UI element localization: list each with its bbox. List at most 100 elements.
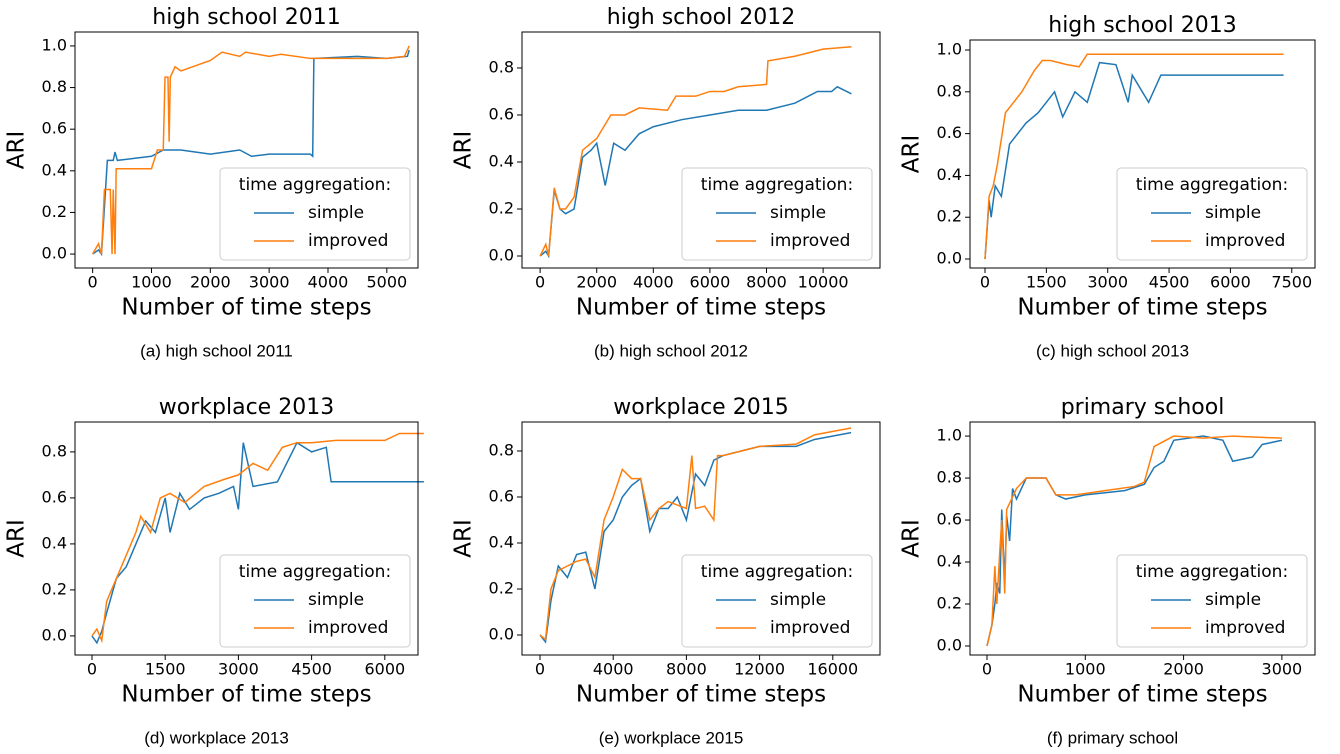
y-tick-label: 0.4 bbox=[42, 533, 67, 552]
y-tick-label: 0.6 bbox=[937, 123, 962, 142]
x-axis-label: Number of time steps bbox=[576, 295, 826, 321]
legend-box bbox=[219, 554, 411, 648]
x-tick-label: 5000 bbox=[366, 273, 407, 292]
y-axis-label: ARI bbox=[4, 131, 30, 170]
y-tick-label: 1.0 bbox=[42, 35, 67, 54]
line-series bbox=[92, 49, 410, 257]
y-tick-label: 0.4 bbox=[42, 160, 67, 179]
y-tick-label: 0.6 bbox=[42, 119, 67, 138]
y-tick-label: 0.8 bbox=[937, 468, 962, 487]
line-series bbox=[539, 46, 852, 257]
y-tick-label: 1.0 bbox=[937, 426, 962, 445]
x-tick-label: 0 bbox=[535, 660, 545, 679]
y-tick-label: 0.2 bbox=[937, 207, 962, 226]
legend-title: time aggregation: bbox=[1136, 175, 1288, 195]
x-tick-label: 3000 bbox=[249, 273, 290, 292]
legend-label: improved bbox=[308, 618, 388, 638]
chart-title: primary school bbox=[1061, 395, 1225, 420]
legend-title: time aggregation: bbox=[239, 562, 391, 582]
chart-title: high school 2012 bbox=[607, 5, 795, 30]
y-tick-label: 0.0 bbox=[489, 624, 514, 643]
y-tick-label: 0.6 bbox=[937, 510, 962, 529]
x-tick-label: 1000 bbox=[1065, 660, 1106, 679]
legend-label: simple bbox=[770, 590, 826, 610]
x-tick-label: 0 bbox=[982, 660, 992, 679]
y-axis-label: ARI bbox=[4, 519, 30, 558]
x-tick-label: 4000 bbox=[593, 660, 634, 679]
chart-title: workplace 2013 bbox=[159, 395, 334, 420]
x-tick-label: 1500 bbox=[145, 660, 186, 679]
y-tick-label: 0.0 bbox=[42, 625, 67, 644]
plot-frame bbox=[74, 31, 419, 269]
y-tick-label: 0.2 bbox=[42, 202, 67, 221]
line-series bbox=[539, 427, 852, 642]
caption: (a) high school 2011 bbox=[140, 341, 293, 360]
x-tick-label: 6000 bbox=[1210, 273, 1251, 292]
y-tick-label: 0.2 bbox=[42, 579, 67, 598]
x-tick-label: 3000 bbox=[1262, 660, 1303, 679]
x-tick-label: 16000 bbox=[807, 660, 858, 679]
legend-title: time aggregation: bbox=[701, 175, 853, 195]
legend-label: simple bbox=[308, 590, 364, 610]
x-axis-label: Number of time steps bbox=[1017, 682, 1267, 708]
x-tick-label: 4000 bbox=[308, 273, 349, 292]
x-tick-label: 3000 bbox=[1087, 273, 1128, 292]
x-axis-label: Number of time steps bbox=[576, 682, 826, 708]
y-tick-label: 0.8 bbox=[489, 57, 514, 76]
y-tick-label: 0.8 bbox=[42, 77, 67, 96]
y-tick-label: 0.2 bbox=[937, 593, 962, 612]
y-tick-label: 1.0 bbox=[937, 40, 962, 59]
x-tick-label: 8000 bbox=[746, 273, 787, 292]
x-tick-label: 0 bbox=[87, 660, 97, 679]
y-tick-label: 0.0 bbox=[489, 246, 514, 265]
legend-label: improved bbox=[770, 231, 850, 251]
chart-title: high school 2011 bbox=[152, 5, 340, 30]
x-axis-label: Number of time steps bbox=[121, 295, 371, 321]
x-tick-label: 0 bbox=[980, 273, 990, 292]
legend-label: simple bbox=[1205, 590, 1261, 610]
legend-label: simple bbox=[770, 203, 826, 223]
caption: (f) primary school bbox=[1047, 728, 1178, 747]
x-tick-label: 4500 bbox=[1149, 273, 1190, 292]
x-tick-label: 3000 bbox=[218, 660, 259, 679]
x-tick-label: 0 bbox=[535, 273, 545, 292]
x-tick-label: 7500 bbox=[1271, 273, 1312, 292]
x-tick-label: 2000 bbox=[190, 273, 231, 292]
y-tick-label: 0.6 bbox=[42, 487, 67, 506]
line-series bbox=[91, 432, 424, 644]
x-axis-label: Number of time steps bbox=[1017, 295, 1267, 321]
legend-box bbox=[681, 554, 873, 648]
x-tick-label: 2000 bbox=[1163, 660, 1204, 679]
y-tick-label: 0.4 bbox=[489, 532, 514, 551]
legend-label: improved bbox=[1205, 618, 1285, 638]
y-tick-label: 0.8 bbox=[42, 441, 67, 460]
y-tick-label: 0.4 bbox=[489, 151, 514, 170]
plot-frame bbox=[969, 421, 1316, 656]
y-tick-label: 0.0 bbox=[937, 249, 962, 268]
y-tick-label: 0.8 bbox=[937, 81, 962, 100]
legend-label: improved bbox=[770, 618, 850, 638]
legend-title: time aggregation: bbox=[1136, 562, 1288, 582]
legend-box bbox=[681, 167, 873, 261]
x-tick-label: 8000 bbox=[666, 660, 707, 679]
x-tick-label: 10000 bbox=[798, 273, 849, 292]
y-tick-label: 0.0 bbox=[937, 635, 962, 654]
legend-box bbox=[1116, 554, 1308, 648]
y-tick-label: 0.6 bbox=[489, 104, 514, 123]
line-series bbox=[91, 45, 410, 255]
y-tick-label: 0.6 bbox=[489, 486, 514, 505]
line-series bbox=[986, 435, 1282, 647]
plot-frame bbox=[521, 31, 881, 269]
y-tick-label: 0.2 bbox=[489, 578, 514, 597]
plot-frame bbox=[969, 39, 1316, 269]
plot-frame bbox=[74, 421, 419, 656]
x-tick-label: 6000 bbox=[690, 273, 731, 292]
x-axis-label: Number of time steps bbox=[121, 682, 371, 708]
legend-label: simple bbox=[308, 203, 364, 223]
y-tick-label: 0.4 bbox=[937, 165, 962, 184]
caption: (e) workplace 2015 bbox=[599, 728, 744, 747]
y-axis-label: ARI bbox=[451, 519, 477, 558]
legend-title: time aggregation: bbox=[239, 175, 391, 195]
x-tick-label: 4000 bbox=[633, 273, 674, 292]
